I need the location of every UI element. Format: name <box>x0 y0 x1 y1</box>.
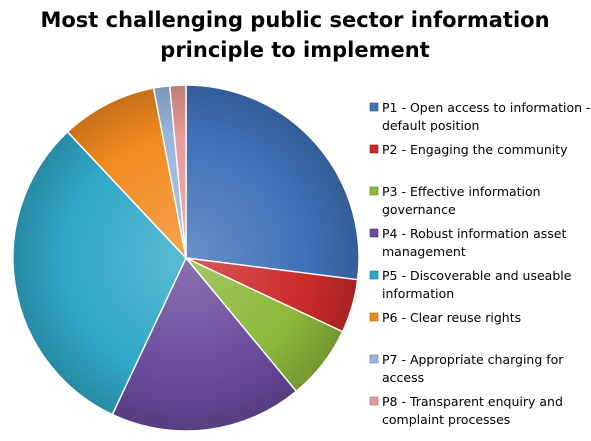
legend-label-p1-line-1: P1 - Open access to information - <box>382 100 591 115</box>
legend-entry-p4: P4 - Robust information asset management <box>369 226 566 259</box>
legend-label-p7-line-2: access <box>382 370 424 385</box>
legend-swatch-p2 <box>369 144 379 154</box>
chart-title-line-1: Most challenging public sector informati… <box>40 8 549 32</box>
legend-swatch-p6 <box>369 312 379 322</box>
legend-entry-p5: P5 - Discoverable and useable information <box>369 268 572 301</box>
legend-entry-p8: P8 - Transparent enquiry and complaint pr… <box>369 394 563 427</box>
legend-swatch-p1 <box>369 102 379 112</box>
chart-title: Most challenging public sector informati… <box>40 8 549 62</box>
legend-label-p3-line-1: P3 - Effective information <box>382 184 541 199</box>
legend-label-p4-line-2: management <box>382 244 466 259</box>
pie-slice-p4 <box>111 256 298 432</box>
legend-entry-p3: P3 - Effective information governance <box>369 184 541 217</box>
pie-slice-p8 <box>168 84 187 259</box>
pie-slice-p5 <box>12 130 187 416</box>
pie-slice-p1 <box>185 84 360 281</box>
legend-entry-p7: P7 - Appropriate charging for access <box>369 352 564 385</box>
legend-label-p6-line-1: P6 - Clear reuse rights <box>382 310 521 325</box>
legend-label-p7-line-1: P7 - Appropriate charging for <box>382 352 564 367</box>
legend-swatch-p7 <box>369 354 379 364</box>
pie-slice-p6 <box>66 87 188 261</box>
legend-entry-p1: P1 - Open access to information - default… <box>369 100 591 133</box>
legend-swatch-p5 <box>369 270 379 280</box>
legend-label-p8-line-1: P8 - Transparent enquiry and <box>382 394 563 409</box>
pie-slices <box>12 84 360 432</box>
legend-swatch-p8 <box>369 396 379 406</box>
legend-label-p2-line-1: P2 - Engaging the community <box>382 142 568 157</box>
legend: P1 - Open access to information - default… <box>369 100 591 427</box>
legend-entry-p2: P2 - Engaging the community <box>369 142 568 157</box>
legend-label-p3-line-2: governance <box>382 202 456 217</box>
legend-label-p4-line-1: P4 - Robust information asset <box>382 226 566 241</box>
legend-label-p8-line-2: complaint processes <box>382 412 510 427</box>
legend-swatch-p4 <box>369 228 379 238</box>
legend-label-p5-line-2: information <box>382 286 454 301</box>
legend-entry-p6: P6 - Clear reuse rights <box>369 310 521 325</box>
legend-label-p1-line-2: default position <box>382 118 479 133</box>
chart-title-line-2: principle to implement <box>160 38 429 62</box>
legend-swatch-p3 <box>369 186 379 196</box>
legend-label-p5-line-1: P5 - Discoverable and useable <box>382 268 572 283</box>
